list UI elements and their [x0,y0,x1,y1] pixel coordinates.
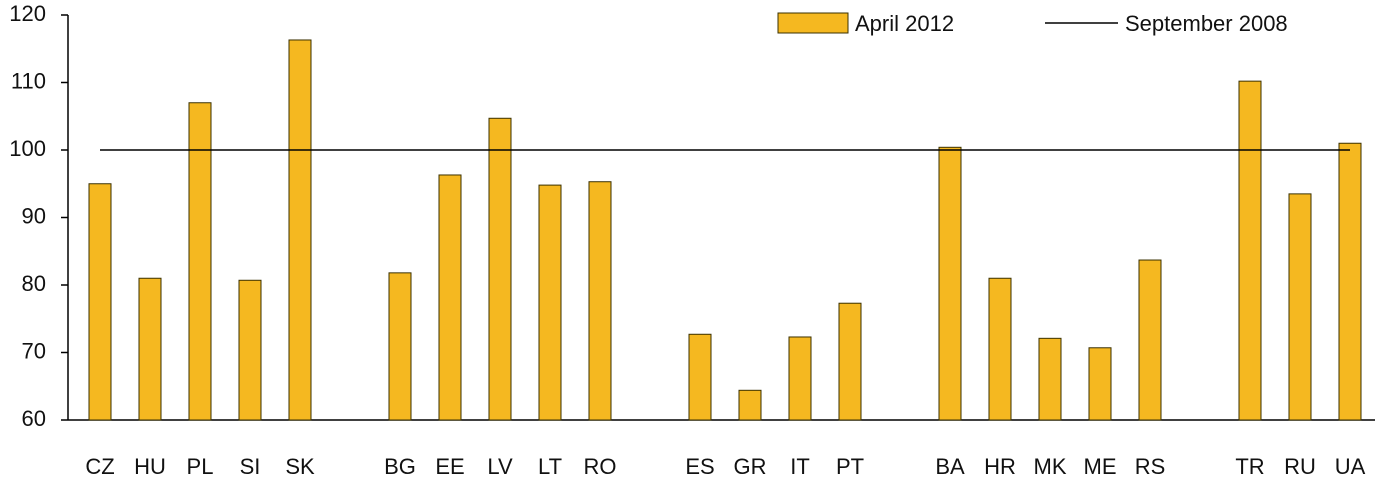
x-tick-label: RO [584,454,617,479]
x-tick-label: BG [384,454,416,479]
x-tick-label: LT [538,454,562,479]
bar [738,389,762,421]
x-tick-label: PL [187,454,214,479]
x-tick-label: RS [1135,454,1166,479]
x-tick-label: SI [240,454,261,479]
bar [288,39,312,421]
bar [438,174,462,421]
legend-swatch [777,12,849,34]
bar [788,336,812,421]
legend-label: September 2008 [1125,11,1288,36]
y-tick-label: 90 [22,203,46,228]
x-tick-label: TR [1235,454,1264,479]
bar [1088,347,1112,421]
bar [188,102,212,421]
x-tick-label: GR [734,454,767,479]
bar [538,184,562,421]
bar [938,146,962,421]
x-tick-label: MK [1034,454,1067,479]
bar [588,181,612,421]
x-tick-label: RU [1284,454,1316,479]
y-tick-label: 70 [22,338,46,363]
bar [88,183,112,421]
y-tick-label: 110 [11,68,46,93]
bar [138,277,162,421]
bar [238,279,262,421]
x-tick-label: ME [1084,454,1117,479]
x-tick-label: ES [685,454,714,479]
bar [838,302,862,421]
x-tick-label: UA [1335,454,1366,479]
bar [1338,142,1362,421]
legend-label: April 2012 [855,11,954,36]
x-tick-label: IT [790,454,810,479]
x-tick-label: PT [836,454,864,479]
bar [488,117,512,421]
y-tick-label: 100 [9,136,46,161]
bar [1138,259,1162,421]
bar [388,272,412,421]
bar [1238,80,1262,421]
x-tick-label: BA [935,454,965,479]
y-tick-label: 60 [22,406,46,431]
bar [688,333,712,421]
x-tick-label: CZ [85,454,114,479]
x-tick-label: HU [134,454,166,479]
x-tick-label: EE [435,454,464,479]
bar [1038,337,1062,421]
y-tick-label: 120 [9,1,46,26]
bar [988,277,1012,421]
bar [1288,193,1312,421]
x-tick-label: LV [487,454,513,479]
x-tick-label: HR [984,454,1016,479]
y-tick-label: 80 [22,271,46,296]
x-tick-label: SK [285,454,315,479]
